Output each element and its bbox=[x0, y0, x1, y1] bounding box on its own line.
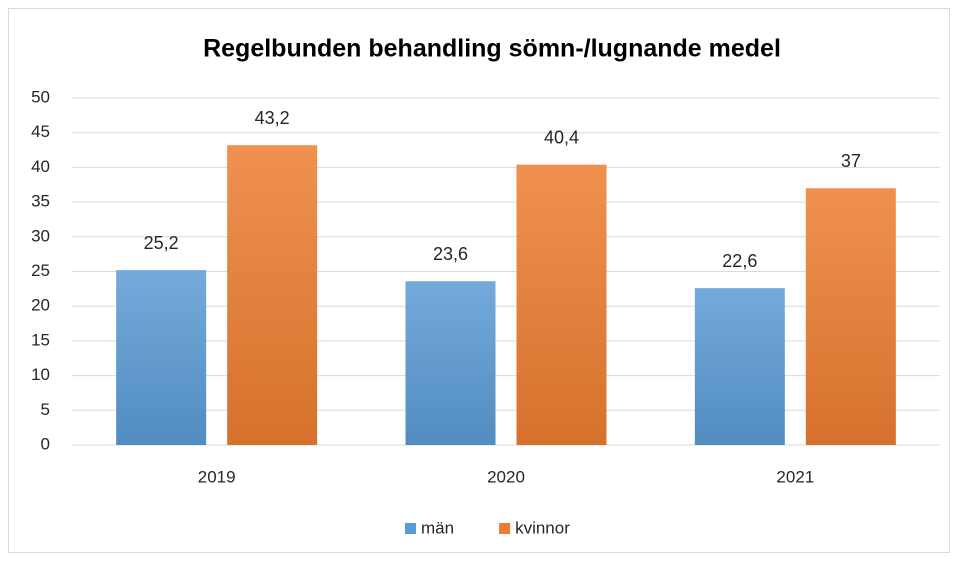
bar bbox=[694, 288, 785, 445]
data-label: 43,2 bbox=[255, 108, 290, 128]
y-tick-label: 35 bbox=[31, 192, 50, 211]
y-tick-label: 20 bbox=[31, 296, 50, 315]
legend-label: män bbox=[421, 518, 454, 537]
legend-swatch bbox=[405, 523, 416, 534]
x-tick-label: 2019 bbox=[198, 467, 236, 486]
y-tick-label: 25 bbox=[31, 261, 50, 280]
bar bbox=[805, 188, 896, 445]
y-tick-label: 50 bbox=[31, 87, 50, 106]
legend-swatch bbox=[499, 523, 511, 534]
y-tick-label: 0 bbox=[41, 434, 50, 453]
y-tick-label: 45 bbox=[31, 122, 50, 141]
x-tick-label: 2020 bbox=[487, 467, 525, 486]
data-label: 22,6 bbox=[722, 251, 757, 271]
y-tick-label: 40 bbox=[31, 157, 50, 176]
data-label: 40,4 bbox=[544, 127, 579, 147]
legend-label: kvinnor bbox=[515, 518, 570, 537]
y-tick-label: 10 bbox=[31, 365, 50, 384]
x-tick-label: 2021 bbox=[776, 467, 814, 486]
bar bbox=[516, 164, 607, 445]
data-label: 37 bbox=[841, 151, 861, 171]
y-tick-label: 15 bbox=[31, 330, 50, 349]
bar bbox=[405, 281, 496, 445]
data-label: 23,6 bbox=[433, 244, 468, 264]
data-label: 25,2 bbox=[144, 233, 179, 253]
chart-title: Regelbunden behandling sömn-/lugnande me… bbox=[203, 35, 781, 63]
bar bbox=[116, 270, 207, 445]
y-tick-label: 30 bbox=[31, 226, 50, 245]
y-tick-label: 5 bbox=[41, 400, 50, 419]
bar bbox=[227, 145, 318, 445]
